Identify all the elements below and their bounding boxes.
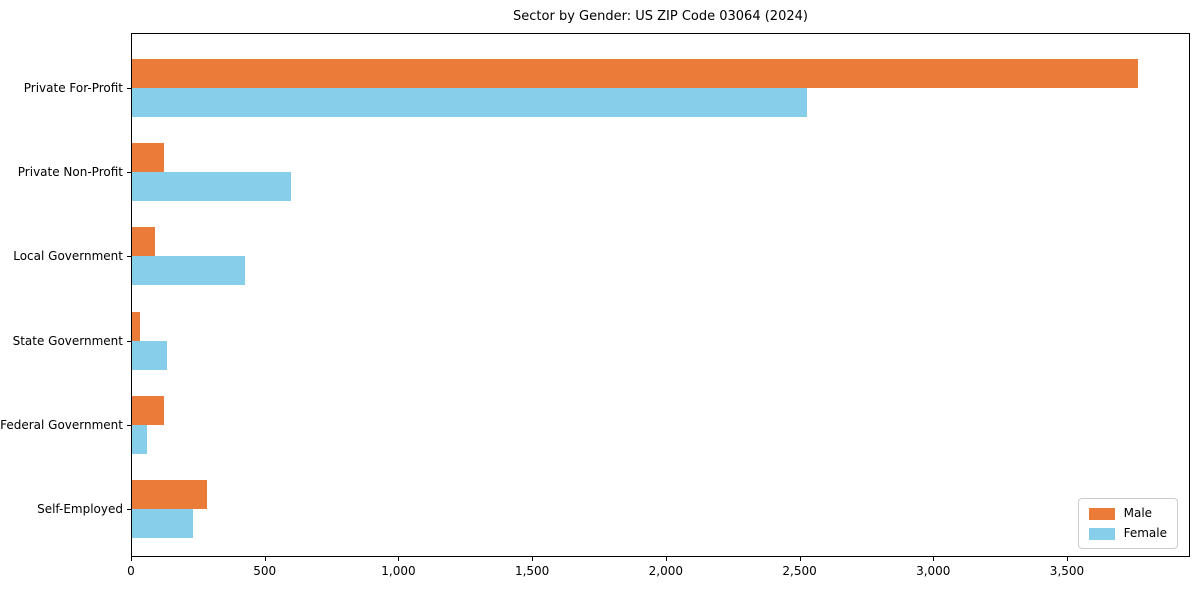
bar-female-0 [132,88,808,117]
legend-swatch-male-icon [1088,507,1115,520]
ytick-mark-0 [127,88,131,89]
xtick-label-0: 0 [127,564,135,578]
legend-swatch-female-icon [1088,527,1115,540]
chart-title: Sector by Gender: US ZIP Code 03064 (202… [513,9,808,24]
xtick-mark-3 [532,557,534,561]
xtick-mark-0 [131,557,132,561]
ytick-label-1: Private Non-Profit [17,165,123,180]
bar-female-3 [132,340,167,370]
bar-male-4 [132,395,165,425]
bar-male-2 [132,227,155,257]
xtick-label-4: 2,000 [648,564,684,578]
xtick-mark-7 [1066,557,1068,561]
xtick-mark-4 [665,557,667,561]
legend-label-male: Male [1123,506,1153,520]
legend-entry-female: Female [1088,526,1167,540]
bar-male-3 [132,311,140,341]
xtick-mark-5 [799,557,801,561]
ytick-mark-5 [127,509,131,510]
ytick-mark-3 [127,340,131,342]
xtick-label-2: 1,000 [381,564,416,578]
ytick-label-0: Private For-Profit [23,81,123,95]
ytick-mark-4 [127,424,131,426]
xtick-mark-2 [398,557,400,561]
legend-label-female: Female [1123,526,1167,540]
ytick-mark-2 [127,256,131,258]
legend: Male Female [1077,498,1178,549]
xtick-label-7: 3,500 [1049,564,1085,578]
xtick-label-5: 2,500 [782,564,817,578]
bar-female-1 [132,172,291,202]
bar-male-5 [132,480,207,509]
bar-female-2 [132,256,246,286]
ytick-label-5: Self-Employed [37,502,123,516]
xtick-label-6: 3,000 [916,564,951,578]
bar-male-1 [132,143,165,173]
ytick-mark-1 [127,172,131,174]
bar-male-0 [132,59,1139,88]
xtick-mark-1 [264,557,266,561]
legend-entry-male: Male [1088,506,1167,520]
ytick-label-4: Federal Government [0,417,123,432]
bar-female-5 [132,509,194,538]
xtick-label-1: 500 [253,564,277,578]
bar-female-4 [132,424,147,454]
xtick-label-3: 1,500 [514,564,550,578]
xtick-mark-6 [933,557,935,561]
plot-area: Male Female [131,33,1190,557]
ytick-label-2: Local Government [13,249,123,264]
ytick-label-3: State Government [12,333,123,348]
